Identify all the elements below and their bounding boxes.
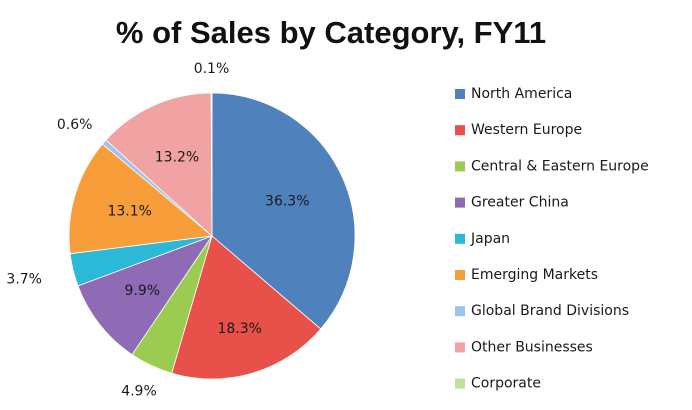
legend-label: North America <box>471 86 572 102</box>
legend-label: Japan <box>470 231 510 247</box>
legend-label: Corporate <box>471 376 541 392</box>
legend-label: Central & Eastern Europe <box>471 158 649 174</box>
data-label: 4.9% <box>121 383 157 399</box>
data-label: 9.9% <box>125 283 161 299</box>
legend-label: Global Brand Divisions <box>471 303 629 319</box>
legend-swatch <box>455 378 465 389</box>
data-label: 18.3% <box>217 321 261 337</box>
pie-slice-other-businesses <box>105 92 213 237</box>
pie-slices <box>68 92 356 380</box>
legend-swatch <box>455 233 465 244</box>
legend-swatch <box>455 306 465 317</box>
pie-slice-corporate <box>210 92 213 237</box>
pie-slice-emerging-markets <box>68 143 213 255</box>
pie-slice-greater-china <box>77 235 214 356</box>
legend-swatch <box>455 342 465 353</box>
legend-swatch <box>455 89 465 99</box>
data-label: 0.1% <box>194 61 230 77</box>
legend: North America Western Europe Central & Eas… <box>455 86 649 392</box>
chart-title: % of Sales by Category, FY11 <box>116 15 546 50</box>
data-label: 13.1% <box>107 204 151 220</box>
legend-label: Emerging Markets <box>471 267 598 283</box>
data-label: 3.7% <box>6 272 42 288</box>
pie-slice-north-america <box>211 92 356 330</box>
pie-slice-western-europe <box>171 235 322 380</box>
slice-labels: 36.3% 18.3% 4.9% 9.9% 3.7% 13.1% 0.6% 13.2% 0.1% <box>6 61 309 399</box>
data-label: 36.3% <box>265 193 309 209</box>
legend-swatch <box>455 161 465 172</box>
legend-label: Other Businesses <box>471 339 593 355</box>
data-label: 13.2% <box>155 150 199 166</box>
legend-swatch <box>455 197 465 208</box>
data-label: 0.6% <box>57 117 93 133</box>
legend-swatch <box>455 270 465 280</box>
legend-label: Western Europe <box>471 122 582 138</box>
legend-swatch <box>455 125 465 136</box>
legend-label: Greater China <box>471 195 569 211</box>
